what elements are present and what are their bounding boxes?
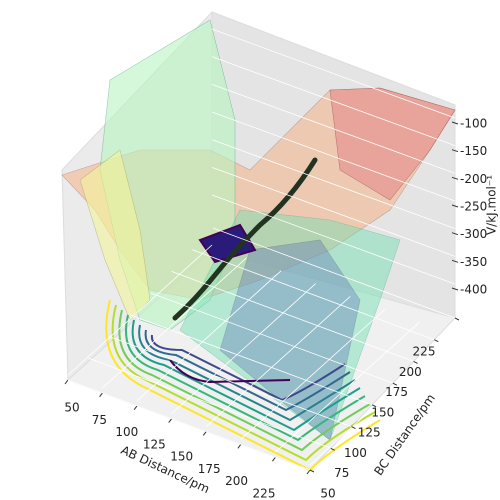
y-grid-line	[88, 357, 331, 449]
z-tick	[451, 287, 459, 291]
y-tick-label: 50	[320, 487, 335, 500]
x-grid-line	[240, 308, 386, 440]
x-tick	[133, 405, 138, 411]
y-grid-line	[150, 292, 393, 384]
z-tick	[451, 232, 459, 236]
y-tick	[351, 426, 356, 430]
y-tick-label: 200	[399, 365, 422, 379]
y-grid-line	[109, 336, 352, 427]
x-grid-line	[171, 283, 316, 414]
y-grid-line	[212, 227, 456, 319]
y-tick-label: 125	[358, 426, 381, 440]
y-tick-label: 225	[413, 345, 436, 359]
z-grid-line	[211, 28, 456, 119]
y-tick-label: 150	[371, 405, 394, 419]
x-grid-line	[206, 296, 351, 427]
z-grid-line	[211, 166, 456, 257]
x-tick-label: 150	[170, 450, 193, 464]
z-tick-label: -150	[460, 144, 487, 158]
y-tick-label: 100	[344, 446, 367, 460]
x-tick	[306, 469, 311, 475]
y-tick	[392, 382, 398, 386]
z-tick	[451, 259, 459, 263]
x-grid-line	[102, 257, 247, 389]
y-tick-label: 75	[334, 466, 349, 480]
x-grid-line	[275, 321, 420, 453]
contours	[105, 223, 381, 472]
y-tick	[371, 404, 377, 408]
x-tick	[99, 392, 103, 398]
surface	[61, 19, 456, 441]
y-tick	[434, 339, 439, 343]
x-grid-line	[67, 244, 213, 376]
x-tick-label: 125	[143, 437, 166, 451]
y-tick	[413, 360, 418, 364]
y-tick-label: 175	[385, 385, 408, 399]
y-grid-line	[67, 379, 311, 471]
y-tick	[330, 447, 335, 451]
z-tick-label: -300	[460, 227, 487, 241]
z-grid-line	[211, 111, 456, 202]
z-grid-line	[211, 194, 456, 285]
y-grid-line	[171, 271, 414, 362]
y-grid-line	[192, 249, 435, 341]
y-tick	[454, 317, 460, 321]
x-tick-label: 100	[115, 425, 138, 439]
z-tick	[451, 176, 459, 180]
z-tick-label: -400	[460, 283, 487, 297]
z-axis-label: V/kJ.mol⁻¹	[485, 175, 499, 235]
x-tick	[202, 431, 207, 436]
x-grid-line	[309, 334, 455, 466]
x-tick-label: 200	[225, 474, 248, 488]
x-tick-label: 225	[253, 487, 276, 500]
x-tick	[272, 456, 276, 462]
x-tick	[237, 443, 242, 449]
z-grid-line	[211, 139, 456, 230]
x-tick-label: 50	[64, 401, 79, 415]
z-grid-line	[211, 56, 456, 147]
z-tick-label: -250	[460, 200, 487, 214]
z-tick	[451, 149, 459, 153]
z-tick	[451, 204, 459, 208]
x-grid-line	[136, 270, 282, 402]
z-tick-label: -350	[460, 255, 487, 269]
y-tick	[309, 469, 315, 473]
x-tick-label: 75	[92, 413, 107, 427]
x-tick	[64, 379, 69, 385]
x-tick	[168, 418, 173, 423]
y-grid-line	[130, 314, 373, 406]
trajectory	[172, 157, 318, 321]
z-grid-line	[211, 83, 456, 174]
z-tick	[451, 121, 459, 125]
z-tick-label: -200	[460, 172, 487, 186]
x-tick-label: 175	[198, 462, 221, 476]
z-tick-label: -100	[460, 117, 487, 131]
